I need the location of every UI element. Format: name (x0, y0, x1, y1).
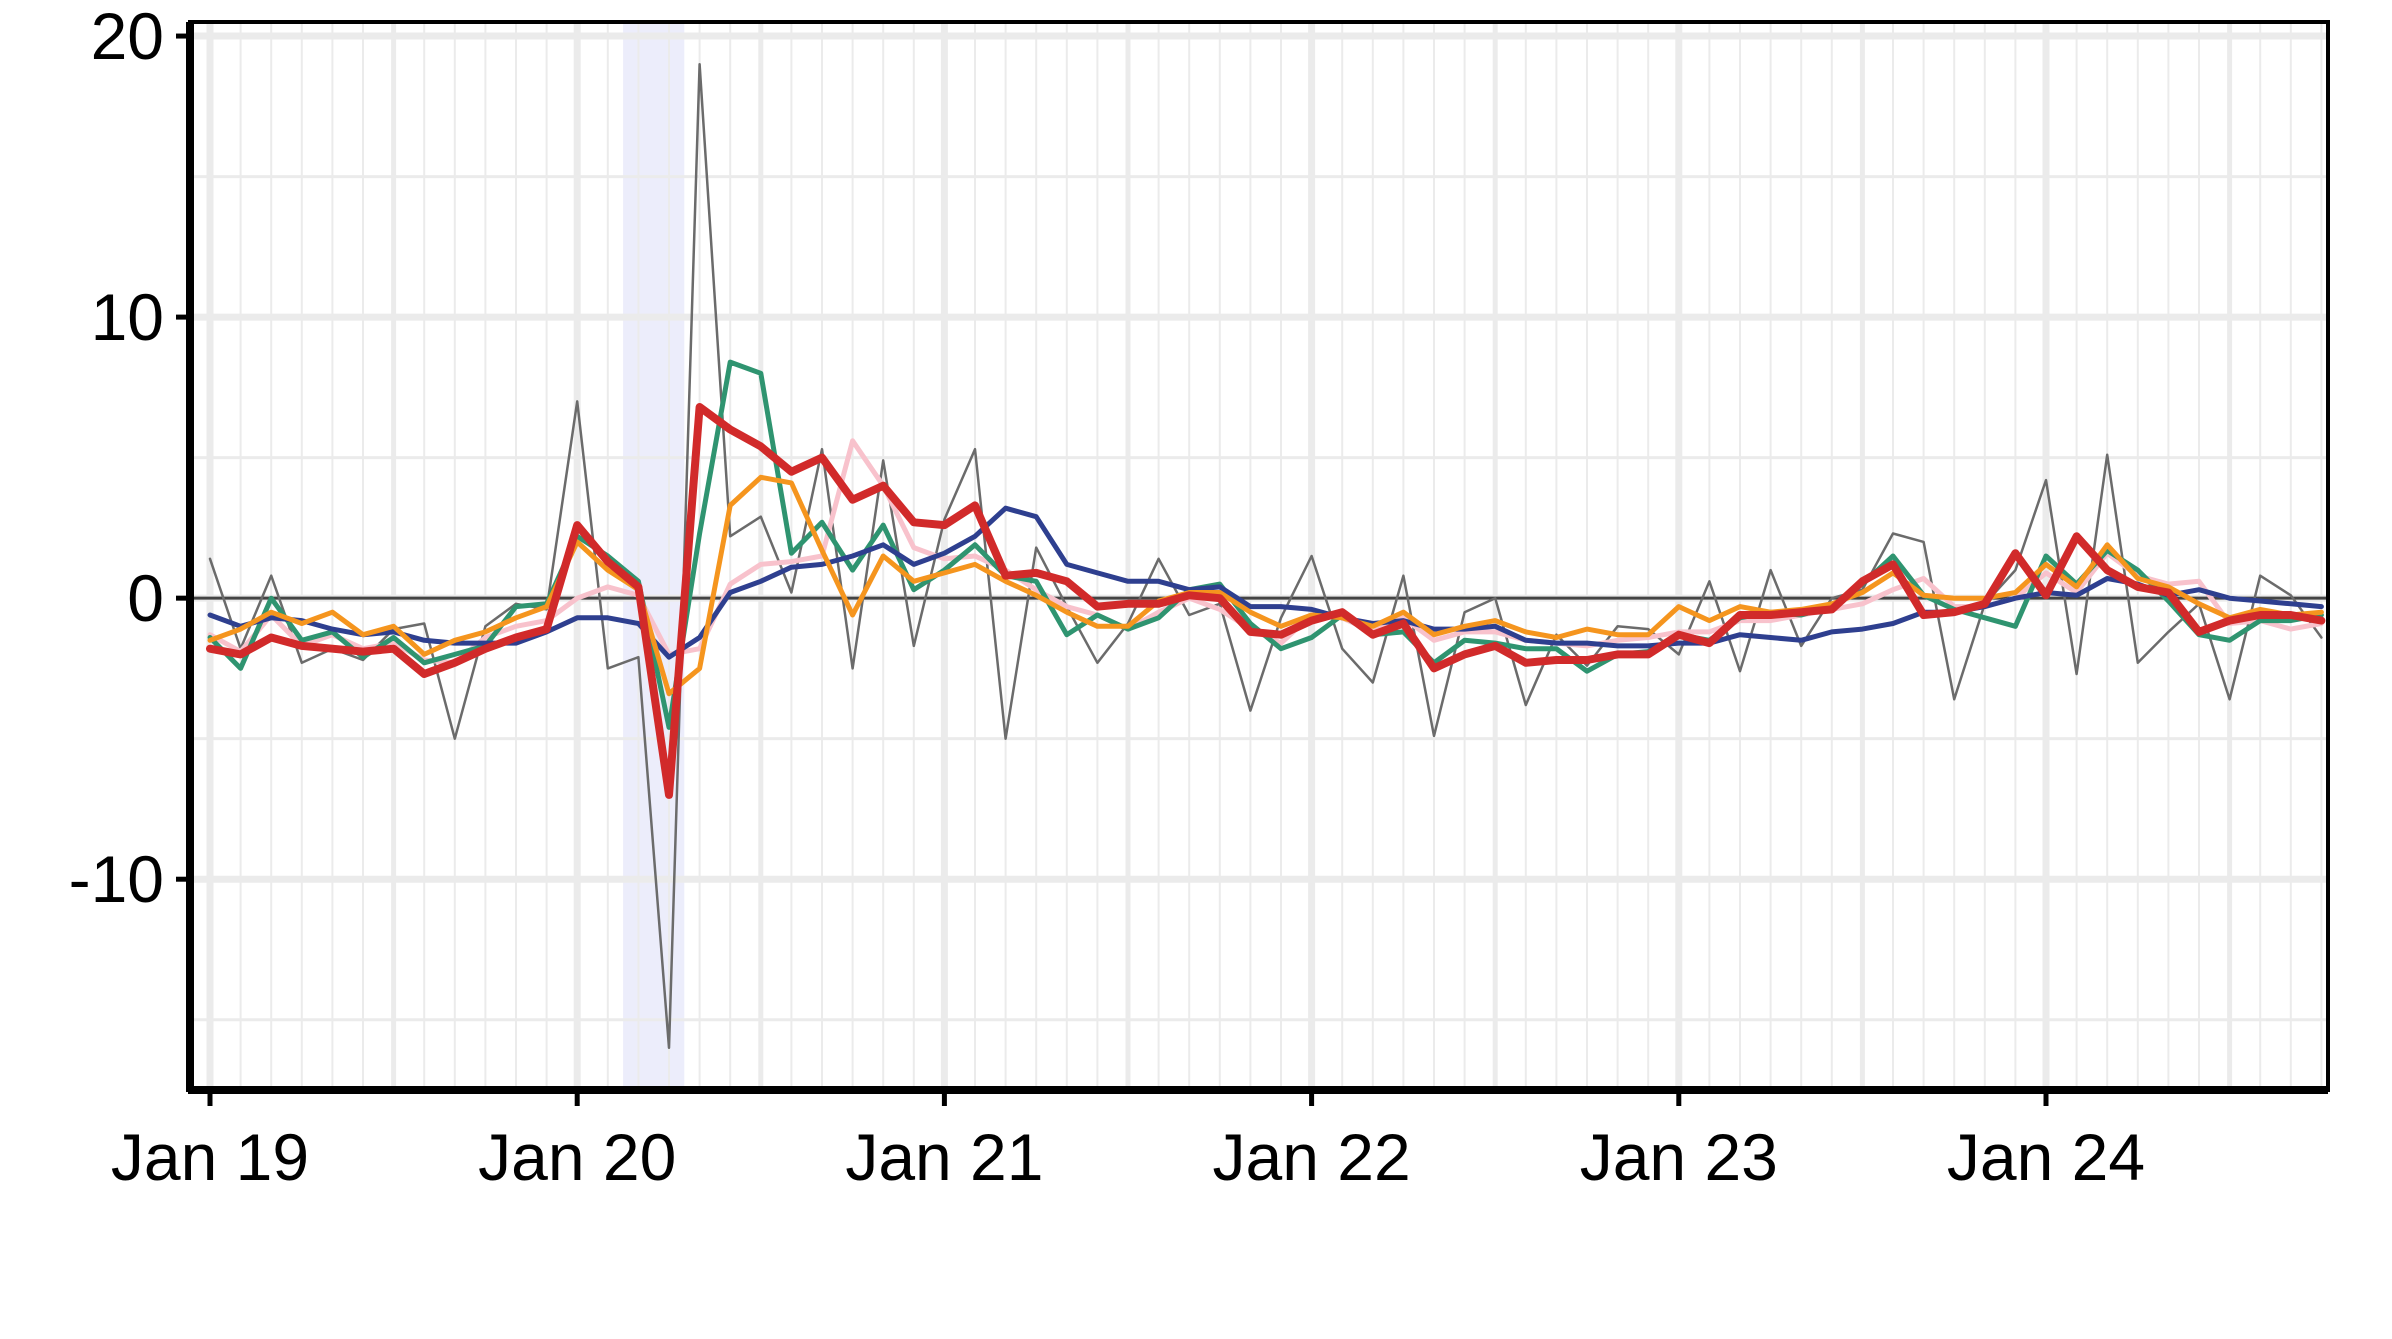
y-tick-label: 0 (127, 561, 164, 635)
series-line-3 (207, 359, 2324, 730)
grid (190, 22, 2328, 1090)
x-tick-label: Jan 19 (111, 1120, 309, 1194)
y-tick-label: 10 (91, 280, 164, 354)
x-tick-label: Jan 22 (1213, 1120, 1411, 1194)
x-tick-label: Jan 24 (1947, 1120, 2145, 1194)
x-tick-label: Jan 23 (1580, 1120, 1778, 1194)
series-line-1 (208, 62, 2323, 1050)
plot-border (188, 20, 2330, 1092)
y-ticks: -10 0 10 20 (69, 0, 190, 916)
series-line-6 (206, 403, 2326, 799)
x-tick-label: Jan 21 (845, 1120, 1043, 1194)
axes (186, 20, 2330, 1094)
shaded-period (623, 22, 685, 1090)
series-lines (206, 62, 2326, 1050)
y-tick-label: 20 (91, 0, 164, 73)
x-ticks: Jan 19 Jan 20 Jan 21 Jan 22 Jan 23 Jan 24 (111, 1090, 2145, 1194)
y-tick-label: -10 (69, 842, 164, 916)
shaded-period-band (623, 22, 685, 1090)
x-tick-label: Jan 20 (478, 1120, 676, 1194)
